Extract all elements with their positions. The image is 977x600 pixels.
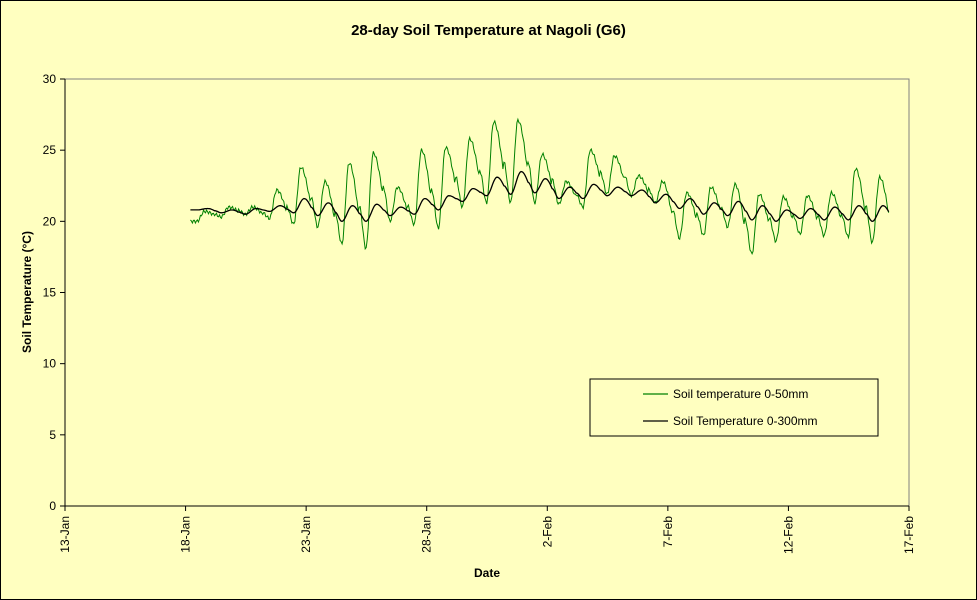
x-tick-label: 7-Feb <box>661 516 675 548</box>
x-tick-label: 23-Jan <box>299 516 313 553</box>
legend: Soil temperature 0-50mm Soil Temperature … <box>589 378 879 437</box>
y-tick-label: 15 <box>43 286 57 300</box>
x-tick-label: 2-Feb <box>540 516 554 548</box>
x-axis-title: Date <box>474 566 500 580</box>
y-tick-label: 25 <box>43 143 57 157</box>
y-tick-label: 20 <box>43 214 57 228</box>
legend-label: Soil temperature 0-50mm <box>673 387 808 401</box>
x-tick-label: 18-Jan <box>179 516 193 553</box>
series-line-0-300mm <box>190 170 890 222</box>
y-tick-label: 10 <box>43 357 57 371</box>
legend-label: Soil Temperature 0-300mm <box>673 414 818 428</box>
series-layer <box>190 117 890 255</box>
y-axis-title: Soil Temperature (°C) <box>20 231 34 353</box>
legend-box <box>589 378 879 437</box>
axes: 0 5 10 15 20 25 30 13-Jan 18-Jan 23-Jan 28-Jan 2-Fe… <box>43 72 916 554</box>
chart-title: 28-day Soil Temperature at Nagoli (G6) <box>351 22 626 39</box>
y-tick-label: 30 <box>43 72 57 86</box>
plot-area <box>64 78 910 507</box>
x-tick-label: 28-Jan <box>420 516 434 553</box>
x-tick-label: 13-Jan <box>58 516 72 553</box>
x-tick-label: 17-Feb <box>902 516 916 554</box>
y-tick-label: 5 <box>49 428 56 442</box>
y-tick-label: 0 <box>49 499 56 513</box>
x-tick-label: 12-Feb <box>781 516 795 554</box>
series-line-0-50mm <box>190 117 890 255</box>
